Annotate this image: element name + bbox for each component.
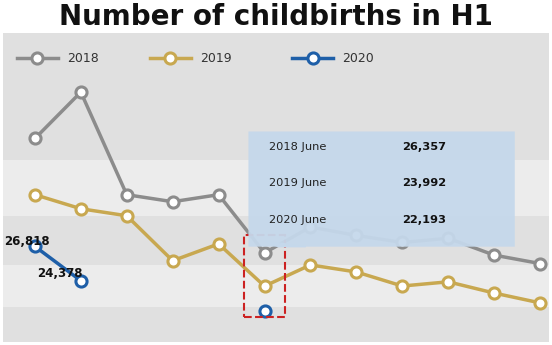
Bar bbox=[3, 160, 549, 216]
Text: 26,818: 26,818 bbox=[4, 235, 49, 248]
Text: 2020: 2020 bbox=[343, 52, 374, 65]
Bar bbox=[3, 307, 549, 342]
Bar bbox=[3, 216, 549, 265]
Text: 26,357: 26,357 bbox=[402, 142, 446, 152]
Bar bbox=[244, 235, 285, 317]
Text: 22,193: 22,193 bbox=[402, 215, 446, 225]
Title: Number of childbirths in H1: Number of childbirths in H1 bbox=[59, 3, 493, 31]
FancyBboxPatch shape bbox=[248, 131, 515, 247]
Text: 2018: 2018 bbox=[67, 52, 99, 65]
Text: 2018 June: 2018 June bbox=[269, 142, 326, 152]
Bar bbox=[3, 33, 549, 160]
Text: 2020 June: 2020 June bbox=[269, 215, 326, 225]
Text: 2019 June: 2019 June bbox=[269, 178, 326, 188]
Bar bbox=[3, 265, 549, 307]
Text: 24,378: 24,378 bbox=[37, 267, 83, 280]
Polygon shape bbox=[264, 241, 306, 247]
Text: 23,992: 23,992 bbox=[402, 178, 447, 188]
Text: 2019: 2019 bbox=[200, 52, 232, 65]
